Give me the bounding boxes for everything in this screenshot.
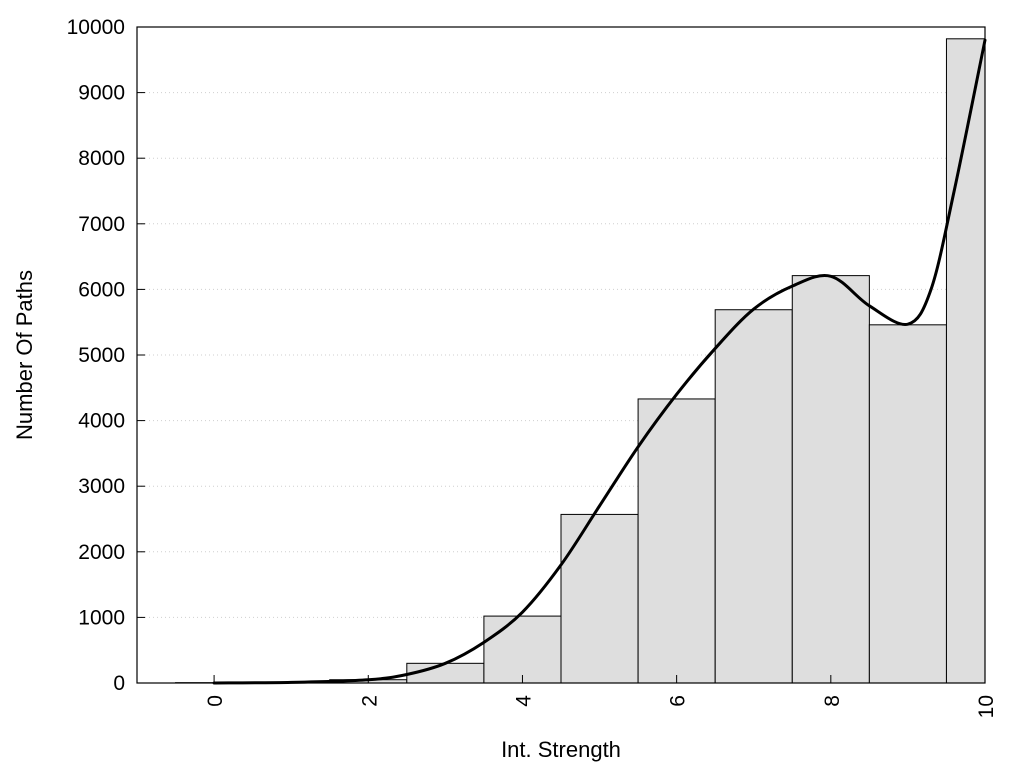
y-tick-label: 1000 bbox=[78, 606, 125, 629]
bar bbox=[483, 615, 562, 684]
y-tick-label: 8000 bbox=[78, 147, 125, 170]
x-axis-title: Int. Strength bbox=[501, 737, 621, 762]
x-tick-label: 2 bbox=[358, 695, 381, 707]
bar bbox=[560, 513, 639, 684]
bars bbox=[175, 38, 986, 684]
x-tick-label: 10 bbox=[975, 695, 998, 718]
y-axis-ticks: 0 1000 2000 3000 4000 5000 6000 7000 8000 9000 100… bbox=[67, 16, 145, 695]
x-tick-label: 0 bbox=[204, 695, 227, 707]
density-curve bbox=[212, 38, 987, 685]
y-axis-title: Number Of Paths bbox=[12, 270, 37, 440]
bar bbox=[791, 275, 870, 684]
y-tick-label: 0 bbox=[113, 672, 125, 695]
y-tick-label: 7000 bbox=[78, 213, 125, 236]
y-tick-label: 2000 bbox=[78, 541, 125, 564]
y-tick-label: 3000 bbox=[78, 475, 125, 498]
x-tick-label: 6 bbox=[667, 695, 690, 707]
y-tick-label: 9000 bbox=[78, 82, 125, 105]
bar bbox=[945, 38, 986, 684]
x-axis-ticks: 0 2 4 6 8 10 bbox=[204, 675, 998, 718]
x-tick-label: 8 bbox=[821, 695, 844, 707]
y-tick-label: 6000 bbox=[78, 278, 125, 301]
x-tick-label: 4 bbox=[512, 695, 535, 707]
y-tick-label: 5000 bbox=[78, 344, 125, 367]
density-curve-line bbox=[212, 38, 987, 685]
bar bbox=[714, 309, 793, 684]
y-tick-label: 4000 bbox=[78, 410, 125, 433]
bar bbox=[637, 398, 716, 684]
bar bbox=[868, 324, 947, 684]
y-tick-label: 10000 bbox=[67, 16, 125, 39]
